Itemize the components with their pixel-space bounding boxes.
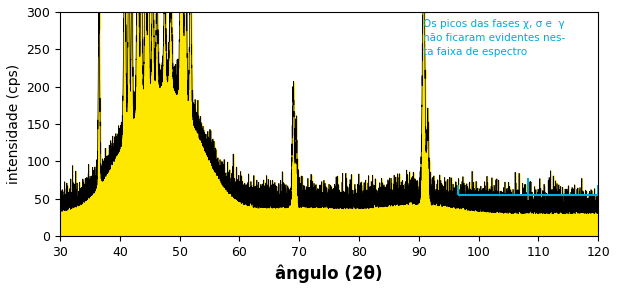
Text: Os picos das fases χ, σ e  γ
não ficaram evidentes nes-
ta faixa de espectro: Os picos das fases χ, σ e γ não ficaram …: [423, 19, 566, 57]
Y-axis label: intensidade (cps): intensidade (cps): [7, 64, 21, 184]
X-axis label: ângulo (2θ): ângulo (2θ): [275, 264, 383, 283]
